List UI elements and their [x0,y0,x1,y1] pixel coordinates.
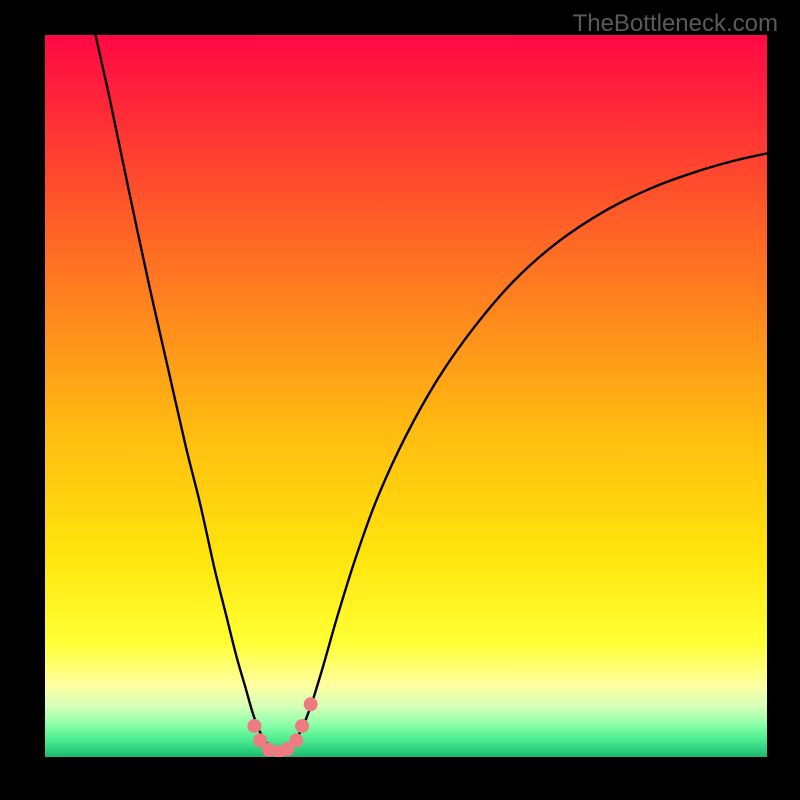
bottleneck-plot [45,35,767,757]
curve-marker [295,719,309,733]
curve-marker [247,719,261,733]
plot-background [45,35,767,757]
curve-marker [289,733,303,747]
chart-stage: TheBottleneck.com [0,0,800,800]
watermark-text: TheBottleneck.com [573,10,778,38]
curve-marker [304,697,318,711]
